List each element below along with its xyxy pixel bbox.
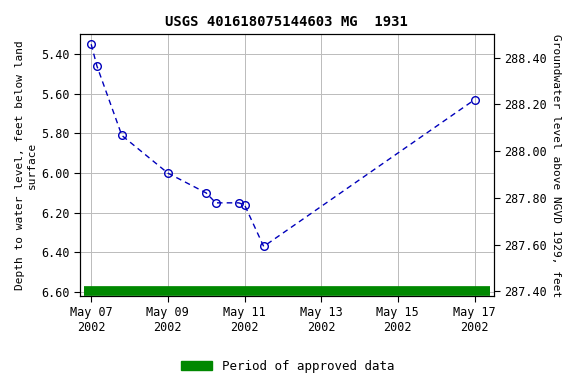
Y-axis label: Depth to water level, feet below land
surface: Depth to water level, feet below land su… — [15, 40, 37, 290]
Legend: Period of approved data: Period of approved data — [176, 355, 400, 378]
Title: USGS 401618075144603 MG  1931: USGS 401618075144603 MG 1931 — [165, 15, 408, 29]
Y-axis label: Groundwater level above NGVD 1929, feet: Groundwater level above NGVD 1929, feet — [551, 33, 561, 297]
